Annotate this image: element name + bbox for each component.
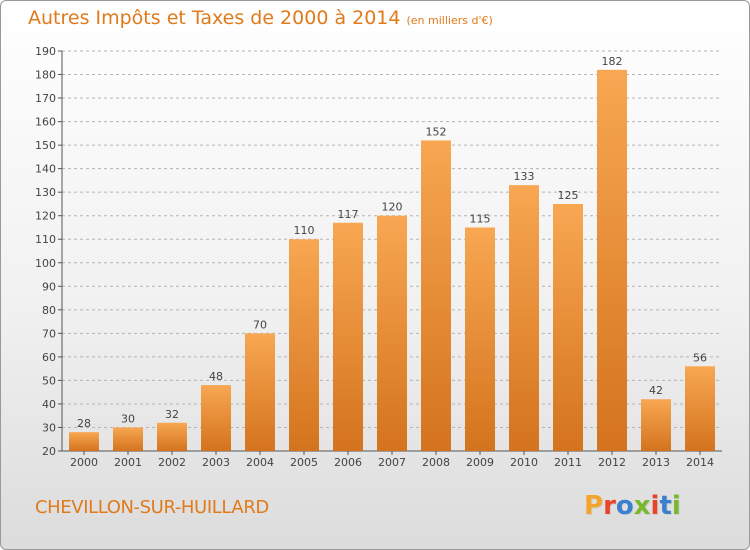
y-tick-label: 60 <box>42 351 56 364</box>
x-tick-label-2005: 2005 <box>290 456 318 469</box>
y-tick-label: 70 <box>42 327 56 340</box>
x-tick-label-2001: 2001 <box>114 456 142 469</box>
bars <box>69 69 715 452</box>
bar-2011 <box>553 203 583 451</box>
bar-2000 <box>69 432 99 451</box>
y-tick-label: 140 <box>35 163 56 176</box>
value-label-2006: 117 <box>338 208 359 221</box>
bar-2012 <box>597 69 627 451</box>
logo-letter: t <box>659 491 672 521</box>
x-tick-label-2003: 2003 <box>202 456 230 469</box>
value-label-2003: 48 <box>209 370 223 383</box>
y-tick-label: 50 <box>42 374 56 387</box>
labels: 28 2000 30 2001 32 2002 48 2003 70 2004 110 2005 117… <box>70 55 714 469</box>
bar-2004 <box>245 333 275 451</box>
logo-letter: P <box>584 491 604 521</box>
y-tick-label: 190 <box>35 45 56 58</box>
y-tick-label: 120 <box>35 210 56 223</box>
value-label-2009: 115 <box>470 212 491 225</box>
bar-2013 <box>641 399 671 451</box>
x-tick-label-2012: 2012 <box>598 456 626 469</box>
value-label-2010: 133 <box>514 170 535 183</box>
value-label-2007: 120 <box>382 201 403 214</box>
y-tick-label: 100 <box>35 257 56 270</box>
value-label-2000: 28 <box>77 417 91 430</box>
bar-2005 <box>289 239 319 451</box>
value-label-2008: 152 <box>426 125 447 138</box>
y-tick-label: 160 <box>35 116 56 129</box>
x-tick-label-2006: 2006 <box>334 456 362 469</box>
y-tick-label: 40 <box>42 398 56 411</box>
y-tick-label: 30 <box>42 421 56 434</box>
value-label-2013: 42 <box>649 384 663 397</box>
bar-2014 <box>685 366 715 451</box>
value-label-2014: 56 <box>693 351 707 364</box>
logo-letter: x <box>633 491 651 521</box>
x-tick-label-2004: 2004 <box>246 456 274 469</box>
y-tick-label: 180 <box>35 69 56 82</box>
value-label-2001: 30 <box>121 412 135 425</box>
x-tick-label-2009: 2009 <box>466 456 494 469</box>
y-tick-label: 110 <box>35 233 56 246</box>
bar-2001 <box>113 427 143 451</box>
y-tick-label: 150 <box>35 139 56 152</box>
value-label-2005: 110 <box>294 224 315 237</box>
value-label-2012: 182 <box>602 55 623 68</box>
x-tick-label-2011: 2011 <box>554 456 582 469</box>
bar-2009 <box>465 227 495 451</box>
chart-title: Autres Impôts et Taxes de 2000 à 2014 (en… <box>28 7 493 29</box>
x-tick-label-2007: 2007 <box>378 456 406 469</box>
y-tick-label: 130 <box>35 186 56 199</box>
bar-2006 <box>333 222 363 451</box>
logo-letter: i <box>671 491 681 521</box>
y-tick-label: 170 <box>35 92 56 105</box>
x-tick-label-2014: 2014 <box>686 456 714 469</box>
bar-2002 <box>157 422 187 451</box>
x-tick-label-2013: 2013 <box>642 456 670 469</box>
x-tick-label-2002: 2002 <box>158 456 186 469</box>
logo-letter: i <box>650 491 660 521</box>
chart-unit: (en milliers d'€) <box>406 14 493 27</box>
commune-name: CHEVILLON-SUR-HUILLARD <box>35 497 269 518</box>
x-tick-label-2008: 2008 <box>422 456 450 469</box>
value-label-2004: 70 <box>253 318 267 331</box>
logo-letter: r <box>603 491 616 521</box>
chart-title-text: Autres Impôts et Taxes de 2000 à 2014 <box>28 7 401 29</box>
y-tick-label: 90 <box>42 280 56 293</box>
y-tick-label: 20 <box>42 445 56 458</box>
x-tick-label-2000: 2000 <box>70 456 98 469</box>
value-label-2002: 32 <box>165 408 179 421</box>
bar-2008 <box>421 140 451 452</box>
bar-2007 <box>377 215 407 451</box>
bar-2003 <box>201 385 231 451</box>
y-tick-label: 80 <box>42 304 56 317</box>
logo-letter: o <box>615 491 634 521</box>
proxiti-logo: Proxiti <box>584 491 681 521</box>
bar-2010 <box>509 185 539 451</box>
value-label-2011: 125 <box>558 189 579 202</box>
x-tick-label-2010: 2010 <box>510 456 538 469</box>
